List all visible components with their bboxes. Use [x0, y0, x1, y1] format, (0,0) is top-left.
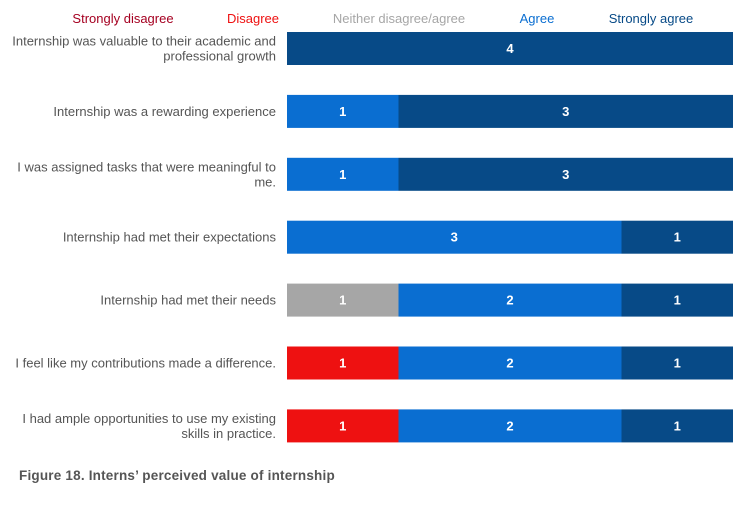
data-label: 1 [674, 293, 681, 308]
category-label: I had ample opportunities to use my exis… [22, 411, 276, 426]
bar-segment-strongly-agree [287, 32, 733, 65]
bar-segment-disagree [287, 346, 399, 380]
data-label: 1 [674, 356, 681, 371]
category-label: Internship was valuable to their academi… [12, 34, 276, 49]
bar-segment-agree [398, 346, 622, 380]
data-label: 1 [339, 418, 346, 433]
category-label: me. [254, 174, 276, 189]
bar-segment-neither-disagree-agree [287, 283, 399, 317]
bar-segment-agree [287, 157, 399, 191]
bar-segment-agree [287, 94, 399, 128]
bar-segment-strongly-agree [398, 94, 733, 128]
data-label: 1 [339, 104, 346, 119]
data-label: 3 [562, 167, 569, 182]
data-label: 2 [506, 293, 513, 308]
data-label: 2 [506, 418, 513, 433]
bars: 4 1 3 1 3 3 1 1 2 1 1 2 1 1 2 1 [287, 32, 733, 443]
data-label: 1 [674, 418, 681, 433]
category-label: skills in practice. [181, 426, 276, 441]
data-label: 1 [339, 356, 346, 371]
bar-segment-agree [398, 283, 622, 317]
category-labels: Internship was valuable to their academi… [12, 34, 276, 441]
legend: Strongly disagree Disagree Neither disagre… [72, 11, 693, 26]
legend-item-agree: Agree [520, 11, 555, 26]
bar-segment-strongly-agree [398, 157, 733, 191]
bar-segment-strongly-agree [621, 409, 733, 443]
bar-segment-agree [398, 409, 622, 443]
category-label: Internship had met their expectations [63, 230, 277, 245]
data-label: 4 [506, 41, 514, 56]
data-label: 2 [506, 356, 513, 371]
legend-item-strongly-agree: Strongly agree [609, 11, 694, 26]
category-label: professional growth [163, 49, 276, 64]
data-label: 1 [339, 293, 346, 308]
legend-item-disagree: Disagree [227, 11, 279, 26]
legend-item-strongly-disagree: Strongly disagree [72, 11, 173, 26]
bar-segment-strongly-agree [621, 220, 733, 254]
data-label: 3 [451, 230, 458, 245]
legend-item-neither-disagree-agree: Neither disagree/agree [333, 11, 465, 26]
category-label: Internship was a rewarding experience [53, 104, 276, 119]
figure-caption: Figure 18. Interns’ perceived value of i… [19, 468, 335, 483]
data-label: 3 [562, 104, 569, 119]
data-label: 1 [674, 230, 681, 245]
bar-segment-agree [287, 220, 622, 254]
category-label: I was assigned tasks that were meaningfu… [17, 159, 276, 174]
bar-segment-strongly-agree [621, 283, 733, 317]
bar-segment-disagree [287, 409, 399, 443]
bar-segment-strongly-agree [621, 346, 733, 380]
category-label: Internship had met their needs [100, 293, 276, 308]
category-label: I feel like my contributions made a diff… [15, 356, 276, 371]
data-label: 1 [339, 167, 346, 182]
